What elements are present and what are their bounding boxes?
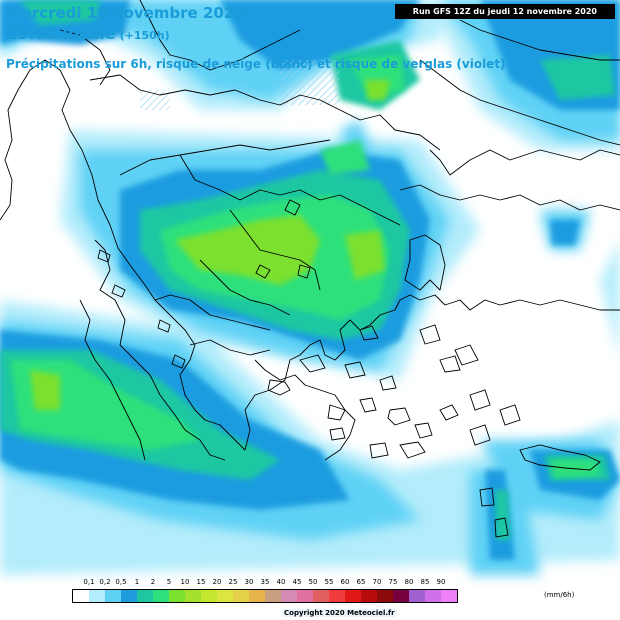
snow-risk-hatch-west	[140, 90, 170, 110]
precipitation-legend: 0,1 0,2 0,5 1 2 5 10 15 20 25 30 35 40 45 50 55 60 65 70 75…	[72, 578, 602, 608]
legend-swatch	[409, 590, 425, 602]
legend-swatch	[249, 590, 265, 602]
legend-swatch	[281, 590, 297, 602]
legend-label: 15	[196, 578, 206, 586]
legend-swatch	[297, 590, 313, 602]
legend-swatch	[313, 590, 329, 602]
legend-label: 45	[292, 578, 302, 586]
legend-label: 80	[404, 578, 414, 586]
legend-label: 10	[180, 578, 190, 586]
legend-label: 35	[260, 578, 270, 586]
legend-swatch	[329, 590, 345, 602]
legend-swatch	[121, 590, 137, 602]
legend-color-scale	[72, 589, 458, 603]
precip-yellow-green-layer	[30, 80, 390, 410]
legend-label: 50	[308, 578, 318, 586]
legend-swatch	[393, 590, 409, 602]
legend-label: 5	[166, 578, 172, 586]
legend-swatch	[89, 590, 105, 602]
legend-swatch	[169, 590, 185, 602]
legend-label: 65	[356, 578, 366, 586]
legend-label: 0,5	[115, 578, 127, 586]
legend-label: 0,2	[99, 578, 111, 586]
model-run-info: Run GFS 12Z du jeudi 12 novembre 2020	[394, 4, 615, 19]
legend-label: 90	[436, 578, 446, 586]
forecast-local-time: 19:00 locale	[6, 24, 116, 43]
legend-swatch	[345, 590, 361, 602]
legend-label: 30	[244, 578, 254, 586]
legend-swatch	[377, 590, 393, 602]
legend-label: 0,1	[83, 578, 95, 586]
legend-swatch	[233, 590, 249, 602]
legend-label: 75	[388, 578, 398, 586]
forecast-date: mercredi 18 novembre 2020	[6, 4, 245, 22]
legend-swatch	[217, 590, 233, 602]
legend-label: 20	[212, 578, 222, 586]
legend-swatch	[153, 590, 169, 602]
legend-label: 25	[228, 578, 238, 586]
adriatic-coast-islands	[97, 199, 311, 369]
borders-and-coastlines	[0, 0, 620, 461]
aegean-islands	[267, 324, 601, 538]
legend-swatch	[265, 590, 281, 602]
legend-swatch	[137, 590, 153, 602]
legend-label: 1	[134, 578, 140, 586]
legend-swatch	[105, 590, 121, 602]
legend-swatch	[361, 590, 377, 602]
forecast-time: 19:00 locale (+150h)	[6, 24, 170, 43]
legend-label: 2	[150, 578, 156, 586]
forecast-lead-time: (+150h)	[119, 29, 170, 42]
legend-labels: 0,1 0,2 0,5 1 2 5 10 15 20 25 30 35 40 45 50 55 60 65 70 75…	[72, 578, 552, 588]
legend-swatch	[73, 590, 89, 602]
legend-swatch	[185, 590, 201, 602]
legend-swatch	[441, 590, 457, 602]
legend-unit: (mm/6h)	[542, 591, 577, 599]
map-subtitle: Précipitations sur 6h, risque de neige (…	[6, 57, 506, 71]
legend-label: 70	[372, 578, 382, 586]
legend-label: 60	[340, 578, 350, 586]
legend-swatch	[425, 590, 441, 602]
copyright-notice: Copyright 2020 Meteociel.fr	[282, 609, 397, 617]
legend-label: 55	[324, 578, 334, 586]
legend-label: 85	[420, 578, 430, 586]
legend-label: 40	[276, 578, 286, 586]
legend-swatch	[201, 590, 217, 602]
